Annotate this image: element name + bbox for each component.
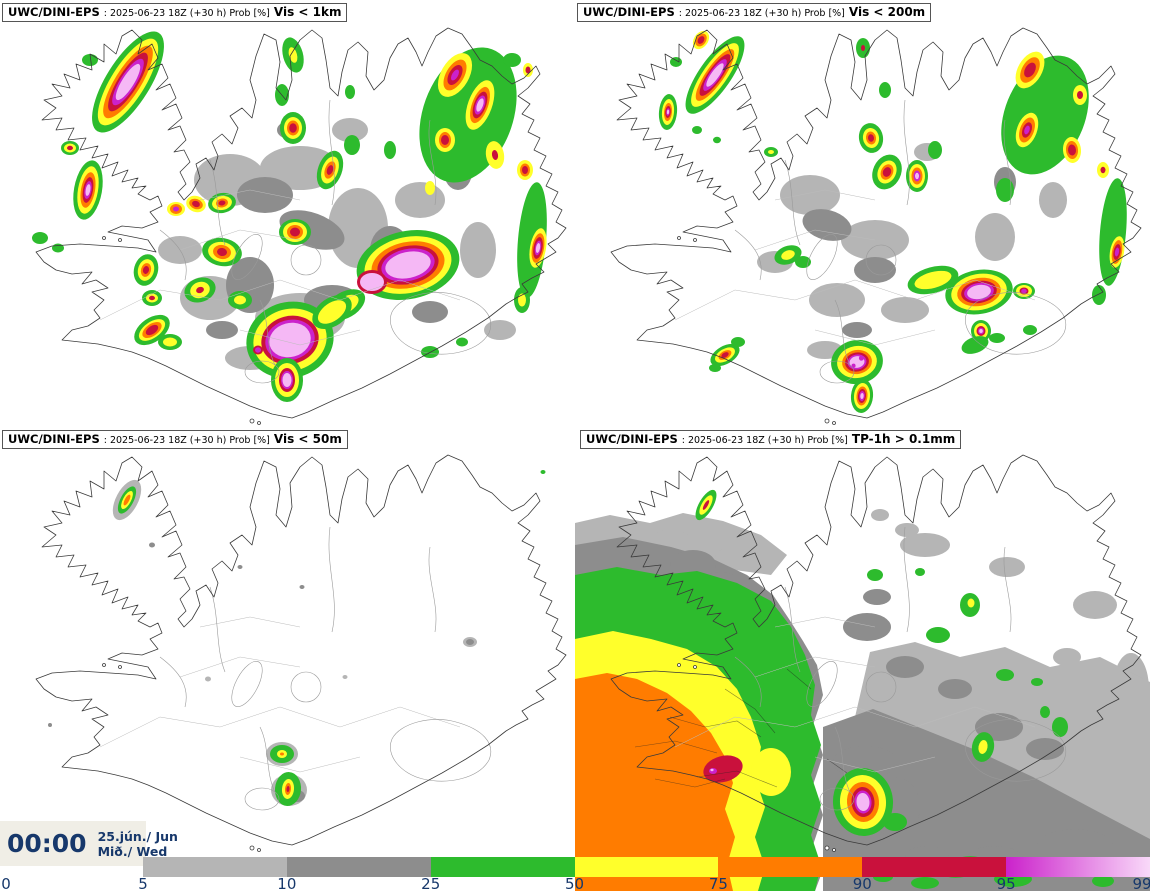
valid-time-box: 00:00 25.jún./ Jun Mið./ Wed bbox=[0, 821, 178, 866]
valid-time: 00:00 bbox=[7, 829, 87, 858]
map-vis-200m bbox=[610, 11, 1142, 425]
variable-label: TP-1h > 0.1mm bbox=[851, 432, 956, 446]
colorbar-ticks: 0 5 10 25 50 75 90 95 99 bbox=[0, 875, 1150, 891]
colorbar-segment bbox=[286, 857, 431, 877]
model-name: UWC/DINI-EPS bbox=[8, 5, 100, 19]
model-name: UWC/DINI-EPS bbox=[8, 432, 100, 446]
model-name: UWC/DINI-EPS bbox=[583, 5, 675, 19]
colorbar-segment bbox=[862, 857, 1007, 877]
variable-label: Vis < 200m bbox=[848, 5, 926, 19]
map-tp-1h bbox=[575, 438, 1150, 891]
run-info: : 2025-06-23 18Z (+30 h) Prob [%] bbox=[678, 8, 845, 19]
run-info: : 2025-06-23 18Z (+30 h) Prob [%] bbox=[103, 8, 270, 19]
run-info: : 2025-06-23 18Z (+30 h) Prob [%] bbox=[681, 435, 848, 446]
colorbar-segment bbox=[718, 857, 863, 877]
panel-title-tp-1h: UWC/DINI-EPS: 2025-06-23 18Z (+30 h) Pro… bbox=[580, 430, 962, 449]
valid-date-box: 25.jún./ Jun Mið./ Wed bbox=[95, 829, 178, 859]
variable-label: Vis < 1km bbox=[273, 5, 342, 19]
panel-title-vis-50m: UWC/DINI-EPS: 2025-06-23 18Z (+30 h) Pro… bbox=[2, 430, 348, 449]
panel-title-vis-200m: UWC/DINI-EPS: 2025-06-23 18Z (+30 h) Pro… bbox=[577, 3, 932, 22]
run-info: : 2025-06-23 18Z (+30 h) Prob [%] bbox=[103, 435, 270, 446]
valid-date: 25.jún./ Jun bbox=[97, 828, 178, 844]
panel-vis-50m: UWC/DINI-EPS: 2025-06-23 18Z (+30 h) Pro… bbox=[0, 427, 575, 891]
precip-bullseye bbox=[832, 768, 894, 836]
colorbar-tick-label: 10 bbox=[277, 875, 297, 891]
panel-tp-1h: UWC/DINI-EPS: 2025-06-23 18Z (+30 h) Pro… bbox=[575, 427, 1150, 891]
colorbar-tick-label: 0 bbox=[1, 875, 11, 891]
colorbar-segment bbox=[143, 857, 287, 877]
colorbar-tick-label: 99 bbox=[1132, 875, 1150, 891]
colorbar-tick-label: 25 bbox=[421, 875, 441, 891]
colorbar-segment bbox=[574, 857, 719, 877]
colorbar-tick-label: 50 bbox=[565, 875, 585, 891]
map-vis-50m bbox=[35, 438, 567, 852]
panel-vis-1km: UWC/DINI-EPS: 2025-06-23 18Z (+30 h) Pro… bbox=[0, 0, 575, 427]
probability-contours bbox=[32, 31, 547, 402]
variable-label: Vis < 50m bbox=[273, 432, 342, 446]
colorbar-segment bbox=[430, 857, 575, 877]
colorbar-tick-label: 75 bbox=[708, 875, 728, 891]
colorbar-segment bbox=[1006, 857, 1150, 877]
panel-title-vis-1km: UWC/DINI-EPS: 2025-06-23 18Z (+30 h) Pro… bbox=[2, 3, 348, 22]
map-vis-1km bbox=[32, 11, 567, 425]
colorbar-tick-label: 95 bbox=[996, 875, 1016, 891]
model-name: UWC/DINI-EPS bbox=[586, 432, 678, 446]
probability-contours bbox=[48, 470, 546, 806]
colorbar-tick-label: 90 bbox=[852, 875, 872, 891]
colorbar-tick-label: 5 bbox=[138, 875, 148, 891]
valid-weekday: Mið./ Wed bbox=[97, 843, 168, 859]
colorbar-bar bbox=[143, 857, 1150, 877]
probability-contours bbox=[658, 30, 1127, 413]
panel-vis-200m: UWC/DINI-EPS: 2025-06-23 18Z (+30 h) Pro… bbox=[575, 0, 1150, 427]
precip-prob-field bbox=[575, 489, 1150, 891]
